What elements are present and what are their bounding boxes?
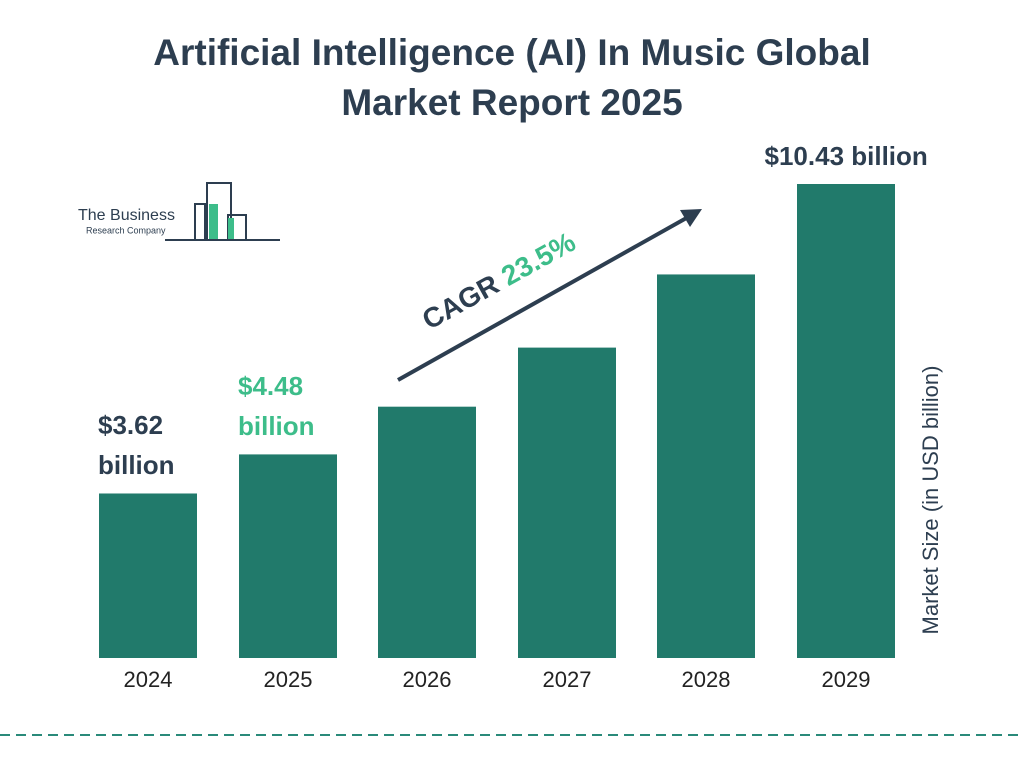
cagr-arrow <box>397 214 691 382</box>
x-tick-label: 2029 <box>822 667 871 692</box>
bar <box>99 493 197 658</box>
x-tick-label: 2026 <box>403 667 452 692</box>
x-tick-label: 2027 <box>543 667 592 692</box>
value-label: $3.62 billion <box>98 410 175 481</box>
logo-text: The Business <box>78 207 175 224</box>
bar <box>518 347 616 658</box>
bar <box>797 184 895 658</box>
bar <box>657 274 755 658</box>
cagr-arrow-head <box>680 209 702 227</box>
x-tick-label: 2024 <box>124 667 173 692</box>
bar <box>378 406 476 658</box>
bar <box>239 454 337 658</box>
logo-shape <box>209 204 218 240</box>
logo-shape <box>228 218 234 240</box>
logo: The Business Research Company <box>78 182 280 241</box>
cagr-annotation: CAGR23.5% <box>417 226 581 336</box>
logo-text: Research Company <box>86 225 166 235</box>
value-label: $10.43 billion <box>764 141 928 171</box>
value-label: $4.48 billion <box>238 371 315 442</box>
chart-title: Artificial Intelligence (AI) In Music Gl… <box>153 32 871 123</box>
y-axis-label: Market Size (in USD billion) <box>918 366 943 635</box>
logo-shape <box>194 203 206 241</box>
x-tick-label: 2028 <box>682 667 731 692</box>
x-tick-label: 2025 <box>264 667 313 692</box>
